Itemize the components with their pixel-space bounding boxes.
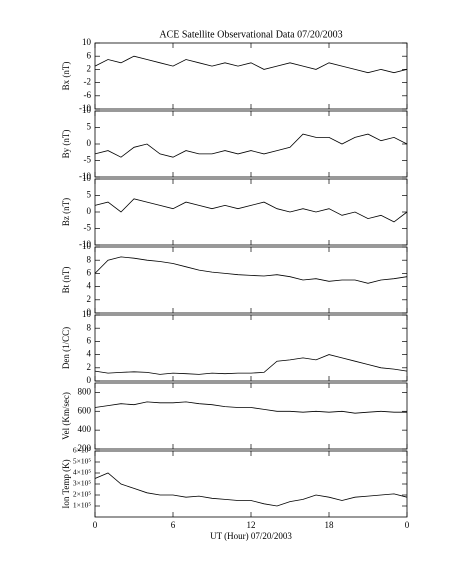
y-tick-label: 5 (87, 122, 92, 132)
y-tick-label: 10 (82, 105, 92, 115)
y-tick-label: 1×10⁵ (73, 501, 91, 510)
y-axis-label: Bx (nT) (61, 62, 71, 91)
y-tick-label: 0 (87, 206, 92, 216)
y-tick-label: 10 (82, 241, 92, 251)
y-tick-label: 400 (78, 424, 92, 434)
panel-frame (94, 314, 408, 382)
panel-frame (94, 246, 408, 314)
y-axis-label: Ion Temp (K) (61, 459, 71, 508)
y-tick-label: 10 (82, 309, 92, 319)
y-tick-label: 3×10⁵ (73, 479, 91, 488)
y-axis-label: By (nT) (61, 130, 71, 159)
y-tick-label: 6 (87, 335, 92, 345)
data-line (94, 55, 408, 74)
y-tick-label: 5×10⁵ (73, 457, 91, 466)
chart-title: ACE Satellite Observational Data 07/20/2… (159, 29, 342, 40)
panel-frame (94, 382, 408, 450)
x-tick-label: 6 (171, 520, 176, 530)
y-tick-label: 2 (87, 63, 92, 73)
y-tick-label: -10 (79, 103, 91, 113)
data-line (94, 472, 408, 507)
y-tick-label: 2 (87, 362, 92, 372)
y-tick-label: -2 (84, 77, 92, 87)
x-axis-label: UT (Hour) 07/20/2003 (210, 531, 292, 541)
panel-frame (94, 450, 408, 518)
y-tick-label: 8 (87, 254, 92, 264)
y-tick-label: 0 (87, 138, 92, 148)
y-axis-label: Bt (nT) (61, 267, 71, 294)
x-tick-label: 12 (247, 520, 256, 530)
y-tick-label: 800 (78, 386, 92, 396)
y-axis-label: Vel (Km/sec) (61, 392, 71, 440)
panel-frame (94, 110, 408, 178)
y-tick-label: 5 (87, 190, 92, 200)
y-axis-label: Bz (nT) (61, 198, 71, 226)
data-line (94, 256, 408, 284)
y-tick-label: 2 (87, 294, 92, 304)
x-tick-label: 0 (93, 520, 98, 530)
y-tick-label: -6 (84, 90, 92, 100)
y-tick-label: 8 (87, 322, 92, 332)
y-tick-label: -5 (84, 223, 92, 233)
y-tick-label: 600 (78, 405, 92, 415)
data-line (94, 198, 408, 223)
panel-frame (94, 178, 408, 246)
data-line (94, 354, 408, 375)
y-tick-label: 10 (82, 37, 92, 47)
y-tick-label: 4×10⁵ (73, 468, 91, 477)
y-tick-label: -10 (79, 171, 91, 181)
x-tick-label: 18 (325, 520, 335, 530)
y-tick-label: -10 (79, 239, 91, 249)
y-tick-label: -5 (84, 155, 92, 165)
y-tick-label: 4 (87, 349, 92, 359)
y-tick-label: 6 (87, 267, 92, 277)
y-tick-label: 0 (87, 375, 92, 385)
data-line (94, 133, 408, 158)
y-axis-label: Den (1/CC) (61, 327, 71, 369)
y-tick-label: 0 (87, 307, 92, 317)
data-line (94, 401, 407, 414)
x-tick-label: 0 (405, 520, 410, 530)
y-tick-label: 10 (82, 173, 92, 183)
y-tick-label: 4 (87, 281, 92, 291)
y-tick-label: 2×10⁵ (73, 490, 91, 499)
y-tick-label: 200 (78, 443, 92, 453)
y-tick-label: 6×10⁵ (73, 446, 91, 455)
panel-frame (94, 42, 408, 110)
y-tick-label: 6 (87, 50, 92, 60)
